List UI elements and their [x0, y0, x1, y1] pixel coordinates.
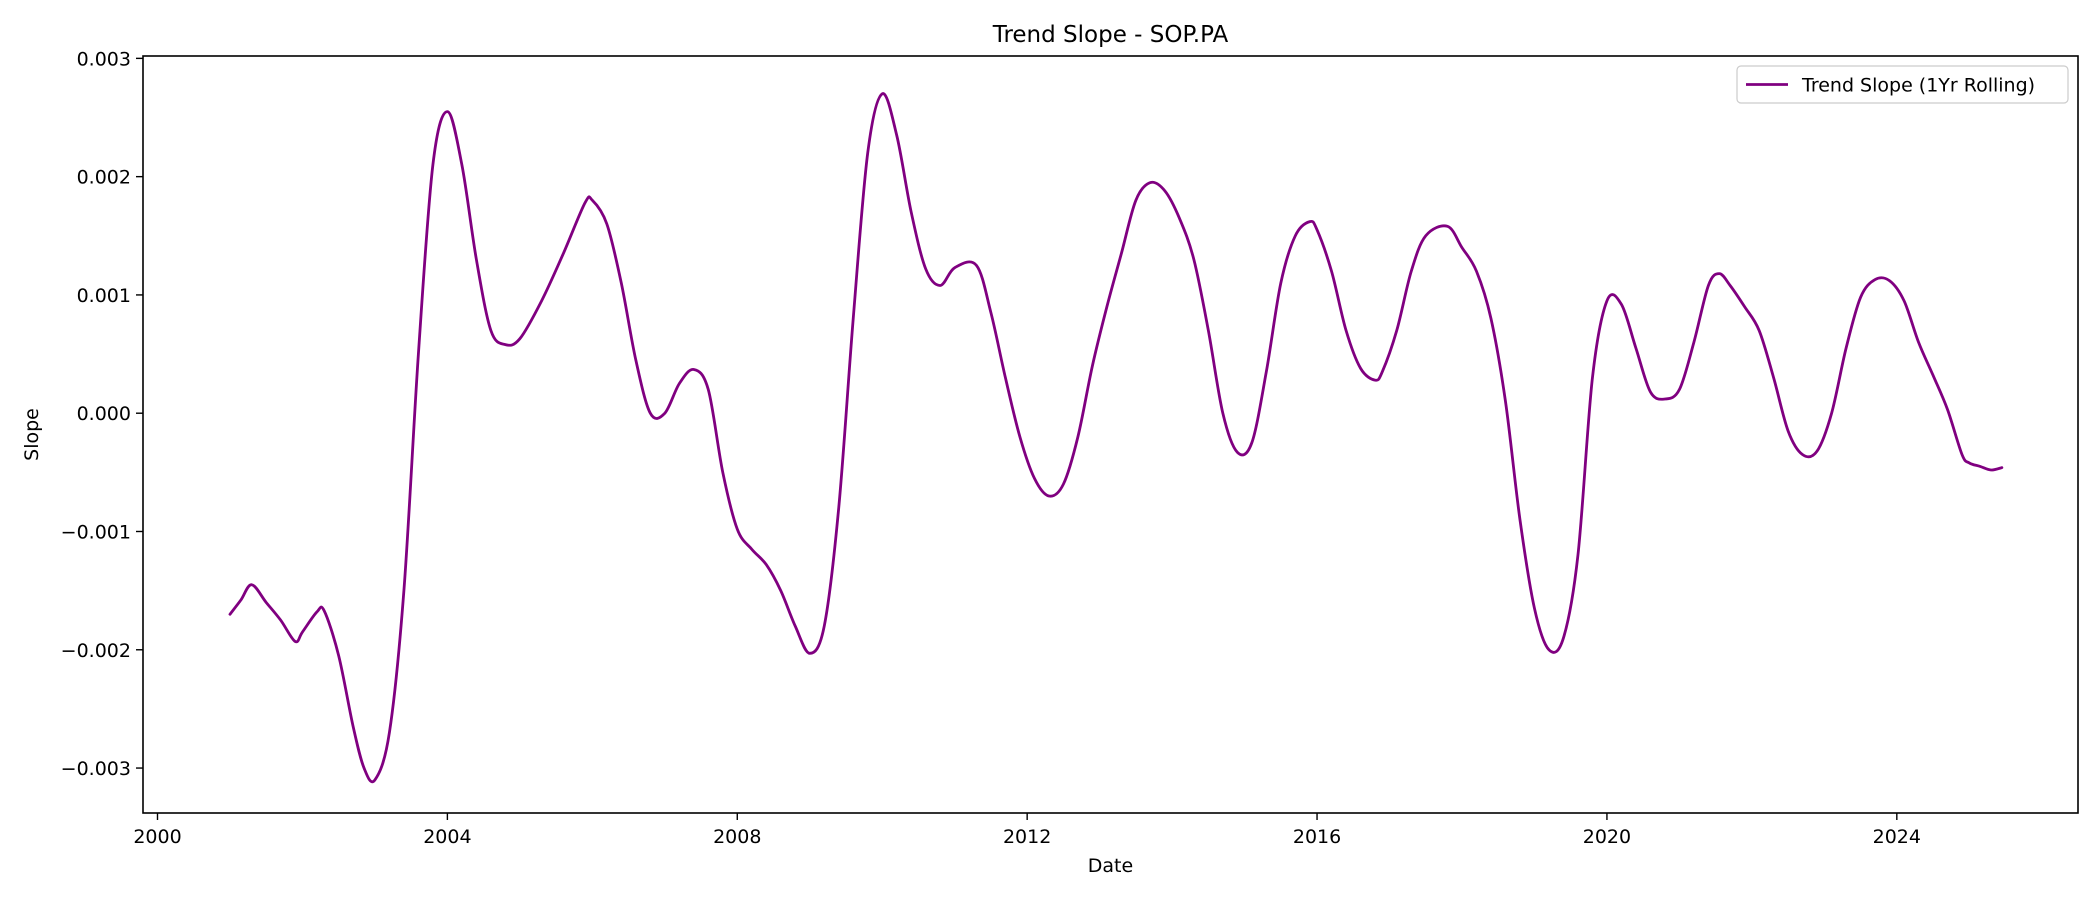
x-tick-label: 2012 — [1003, 826, 1051, 848]
x-axis-title: Date — [1088, 855, 1133, 877]
x-tick-label: 2024 — [1873, 826, 1921, 848]
y-tick-label: −0.002 — [61, 640, 131, 662]
y-tick-label: −0.001 — [61, 521, 131, 543]
plot-frame — [142, 55, 2079, 814]
plot-lines — [228, 92, 2004, 784]
y-tick-label: 0.003 — [77, 48, 131, 70]
legend-box — [1736, 65, 2069, 104]
series-line — [228, 92, 2004, 784]
chart-title: Trend Slope - SOP.PA — [992, 22, 1229, 48]
x-tick-label: 2016 — [1293, 826, 1341, 848]
y-tick-label: 0.000 — [77, 403, 131, 425]
x-axis-ticks: 2000 2004 2008 2012 2016 2020 2024 — [133, 813, 1921, 848]
x-tick-label: 2004 — [423, 826, 471, 848]
legend-label: Trend Slope (1Yr Rolling) — [1801, 75, 2035, 97]
y-axis-title: Slope — [21, 408, 43, 461]
x-tick-label: 2020 — [1583, 826, 1631, 848]
y-tick-label: −0.003 — [61, 758, 131, 780]
y-tick-label: 0.001 — [77, 285, 131, 307]
y-tick-label: 0.002 — [77, 167, 131, 189]
y-axis-ticks: 0.003 0.002 0.001 0.000 −0.001 −0.002 −0.003 — [61, 48, 143, 780]
x-tick-label: 2000 — [133, 826, 181, 848]
x-tick-label: 2008 — [713, 826, 761, 848]
legend: Trend Slope (1Yr Rolling) — [1736, 65, 2069, 104]
